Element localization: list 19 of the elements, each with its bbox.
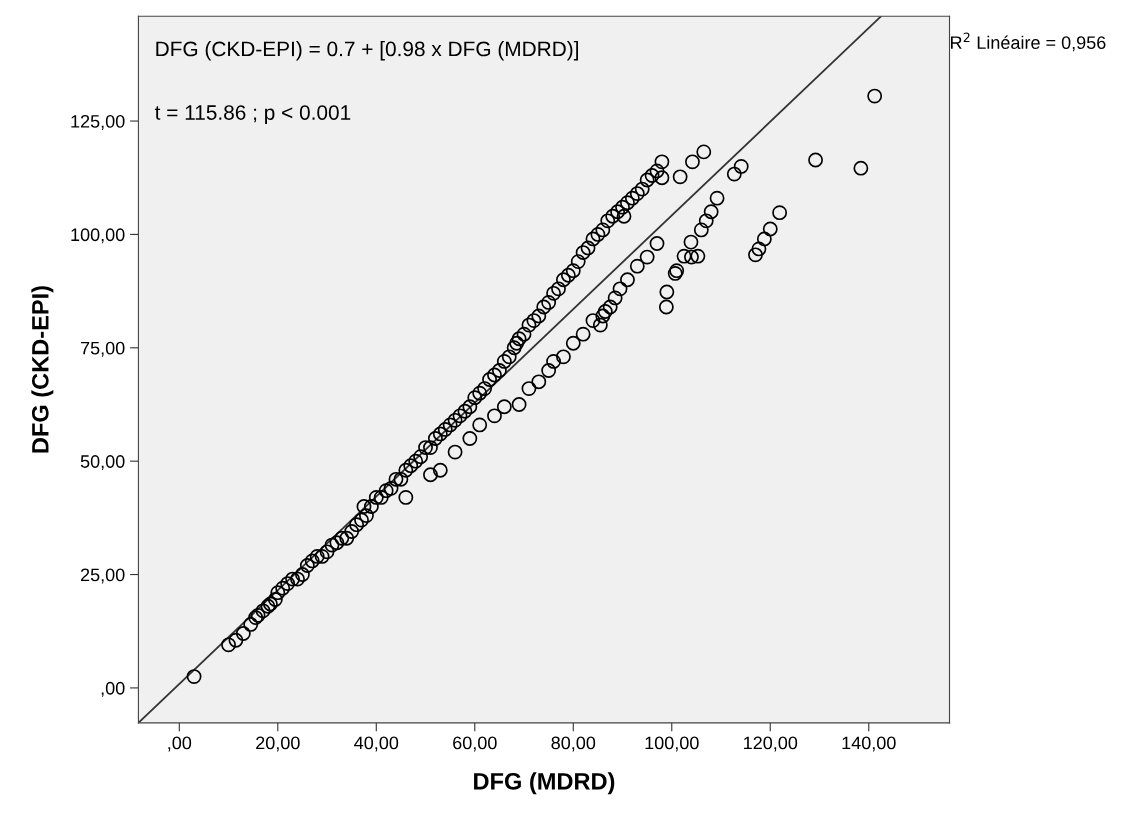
y-tick-label: ,00 [101, 681, 125, 697]
annotation: DFG (CKD-EPI) = 0.7 + [0.98 x DFG (MDRD)] [156, 41, 578, 61]
y-tick-label: 75,00 [80, 341, 125, 357]
x-tick-label: 20,00 [256, 736, 300, 752]
x-tick-label: 140,00 [842, 736, 896, 752]
y-tick-label: 125,00 [71, 114, 125, 130]
x-tick-label: 80,00 [551, 736, 596, 752]
text: R$^{2}$ Linéaire = 0,956 [951, 32, 1106, 52]
x-tick-label: ,00 [168, 736, 192, 752]
y-tick-label: 25,00 [80, 568, 125, 584]
x-tick-label: 60,00 [453, 736, 497, 752]
x-tick-label: 120,00 [744, 736, 798, 752]
y-axis-title: DFG (CKD-EPI) [31, 286, 54, 453]
annotation: t = 115.86 ; p < 0.001 [154, 105, 351, 125]
x-tick-label: 100,00 [645, 736, 699, 752]
y-tick-label: 50,00 [80, 455, 125, 471]
y-tick-label: 100,00 [71, 228, 125, 244]
x-axis-title: DFG (MDRD) [474, 772, 615, 795]
x-tick-label: 40,00 [354, 736, 399, 752]
